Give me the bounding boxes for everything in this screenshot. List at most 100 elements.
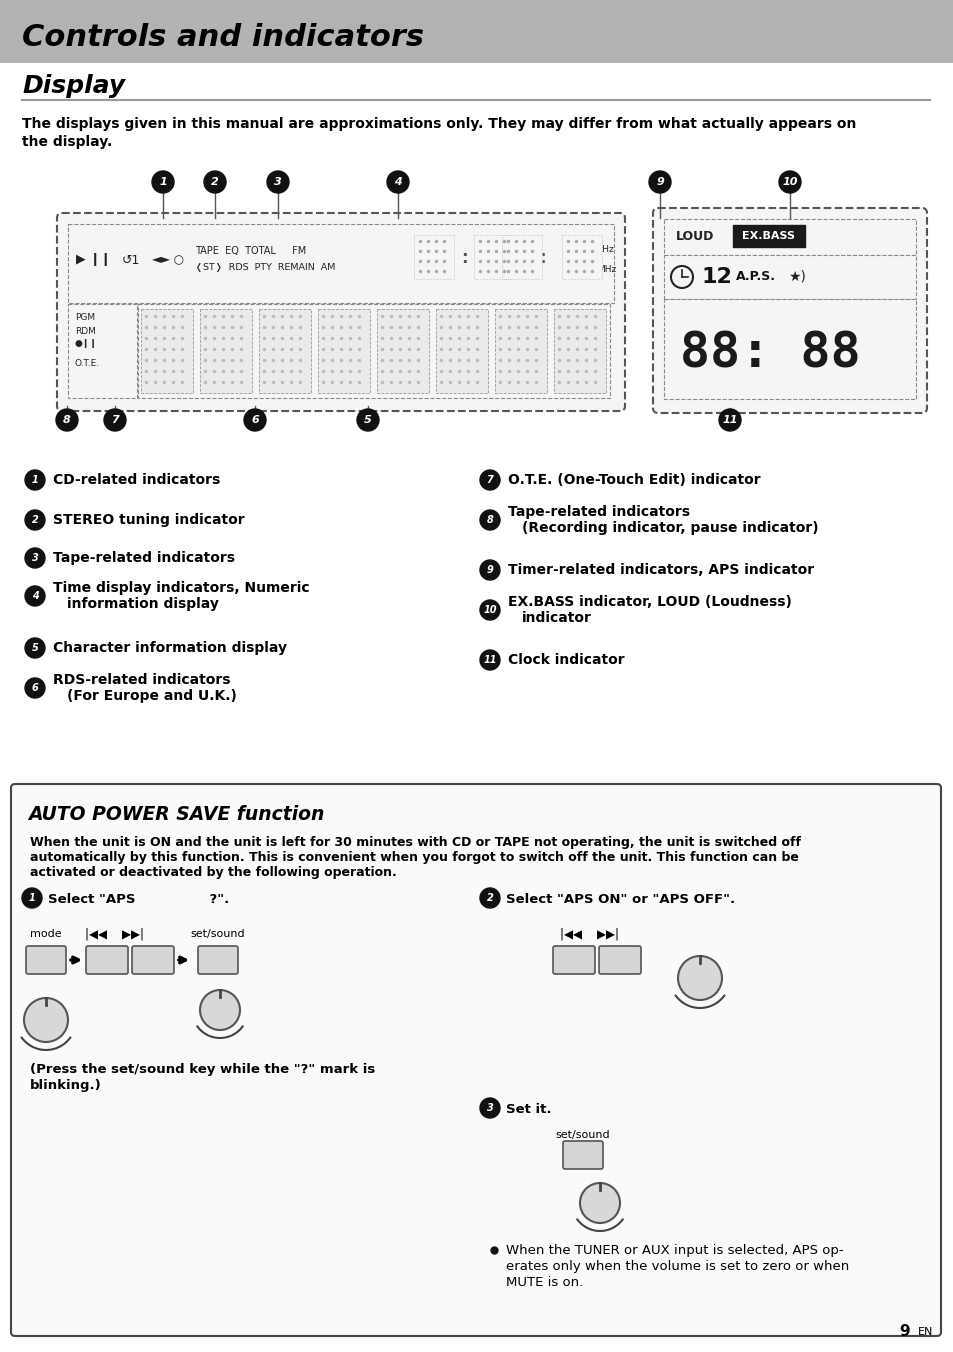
Text: 7: 7 [486,475,493,485]
FancyBboxPatch shape [561,235,601,279]
Text: kHz: kHz [597,246,613,254]
Circle shape [25,470,45,489]
Text: MHz: MHz [597,265,616,274]
Text: CD-related indicators: CD-related indicators [53,473,220,487]
Circle shape [25,510,45,530]
Text: 7: 7 [111,415,119,425]
FancyBboxPatch shape [562,1141,602,1169]
Circle shape [719,410,740,431]
Text: :: : [538,249,545,266]
Text: 4: 4 [31,591,38,602]
Circle shape [479,510,499,530]
FancyBboxPatch shape [663,219,915,256]
Text: indicator: indicator [521,611,591,625]
Circle shape [479,650,499,671]
Text: 4: 4 [394,177,401,187]
FancyBboxPatch shape [663,299,915,399]
FancyBboxPatch shape [258,310,311,393]
Text: 5: 5 [31,644,38,653]
Text: (For Europe and U.K.): (For Europe and U.K.) [67,690,236,703]
Circle shape [267,170,289,193]
Text: When the TUNER or AUX input is selected, APS op-: When the TUNER or AUX input is selected,… [505,1244,842,1257]
Circle shape [56,410,78,431]
Text: LOUD: LOUD [676,230,714,243]
Text: EX.BASS indicator, LOUD (Loudness): EX.BASS indicator, LOUD (Loudness) [507,595,791,608]
Text: 3: 3 [31,553,38,562]
FancyBboxPatch shape [141,310,193,393]
Text: Display: Display [22,74,125,97]
Circle shape [479,470,499,489]
Text: 10: 10 [483,604,497,615]
Text: ◄► ○: ◄► ○ [152,254,184,266]
Text: 11: 11 [483,654,497,665]
Text: Controls and indicators: Controls and indicators [22,23,423,53]
Text: 11: 11 [721,415,737,425]
Text: 2: 2 [211,177,218,187]
Text: set/sound: set/sound [191,929,245,940]
FancyBboxPatch shape [501,235,541,279]
FancyBboxPatch shape [138,304,609,397]
Circle shape [152,170,173,193]
Circle shape [678,956,721,1000]
Text: 3: 3 [486,1103,493,1113]
Text: 8: 8 [63,415,71,425]
Text: EN: EN [917,1328,932,1337]
FancyBboxPatch shape [554,310,605,393]
Text: A.P.S.: A.P.S. [735,270,775,284]
Text: Time display indicators, Numeric: Time display indicators, Numeric [53,581,310,595]
Text: ▶ ❙❙: ▶ ❙❙ [76,254,111,266]
Circle shape [779,170,801,193]
Text: ★): ★) [787,270,805,284]
Circle shape [579,1183,619,1224]
Circle shape [22,888,42,909]
FancyBboxPatch shape [474,235,514,279]
Text: 2: 2 [31,515,38,525]
Text: O.T.E. (One-Touch Edit) indicator: O.T.E. (One-Touch Edit) indicator [507,473,760,487]
Text: set/sound: set/sound [555,1130,610,1140]
Bar [732,224,804,247]
Text: O.T.E.: O.T.E. [75,358,100,368]
FancyBboxPatch shape [198,946,237,973]
Circle shape [24,998,68,1042]
FancyBboxPatch shape [436,310,488,393]
Circle shape [200,990,240,1030]
Text: MUTE is on.: MUTE is on. [505,1276,582,1288]
Circle shape [479,1098,499,1118]
FancyBboxPatch shape [598,946,640,973]
Text: |◀◀    ▶▶|: |◀◀ ▶▶| [560,927,618,941]
Text: ●❙❙: ●❙❙ [75,339,98,349]
Text: Select "APS                ?".: Select "APS ?". [48,894,229,906]
FancyBboxPatch shape [663,256,915,299]
Text: :: : [460,249,467,266]
FancyBboxPatch shape [26,946,66,973]
Text: activated or deactivated by the following operation.: activated or deactivated by the followin… [30,867,396,879]
Text: TAPE  EQ  TOTAL       FM: TAPE EQ TOTAL FM [194,246,306,256]
Circle shape [356,410,378,431]
FancyBboxPatch shape [68,304,137,397]
FancyBboxPatch shape [414,235,454,279]
Text: the display.: the display. [22,135,112,149]
Text: STEREO tuning indicator: STEREO tuning indicator [53,512,244,527]
Text: Set it.: Set it. [505,1103,551,1115]
Text: |◀◀    ▶▶|: |◀◀ ▶▶| [86,927,144,941]
Text: Character information display: Character information display [53,641,287,654]
FancyBboxPatch shape [86,946,128,973]
Text: Select "APS ON" or "APS OFF".: Select "APS ON" or "APS OFF". [505,894,735,906]
Text: 10: 10 [781,177,797,187]
Text: 9: 9 [486,565,493,575]
Text: mode: mode [30,929,62,940]
Text: automatically by this function. This is convenient when you forgot to switch off: automatically by this function. This is … [30,850,798,864]
Text: blinking.): blinking.) [30,1079,102,1092]
FancyBboxPatch shape [652,208,926,412]
Text: RDS-related indicators: RDS-related indicators [53,673,231,687]
Text: ❬ST❭  RDS  PTY  REMAIN  AM: ❬ST❭ RDS PTY REMAIN AM [194,264,335,273]
Circle shape [104,410,126,431]
Text: 3: 3 [274,177,281,187]
Circle shape [648,170,670,193]
Text: Tape-related indicators: Tape-related indicators [53,552,234,565]
Text: 9: 9 [656,177,663,187]
Text: 5: 5 [364,415,372,425]
Text: 9: 9 [899,1325,909,1340]
Text: erates only when the volume is set to zero or when: erates only when the volume is set to ze… [505,1260,848,1274]
FancyBboxPatch shape [11,784,940,1336]
